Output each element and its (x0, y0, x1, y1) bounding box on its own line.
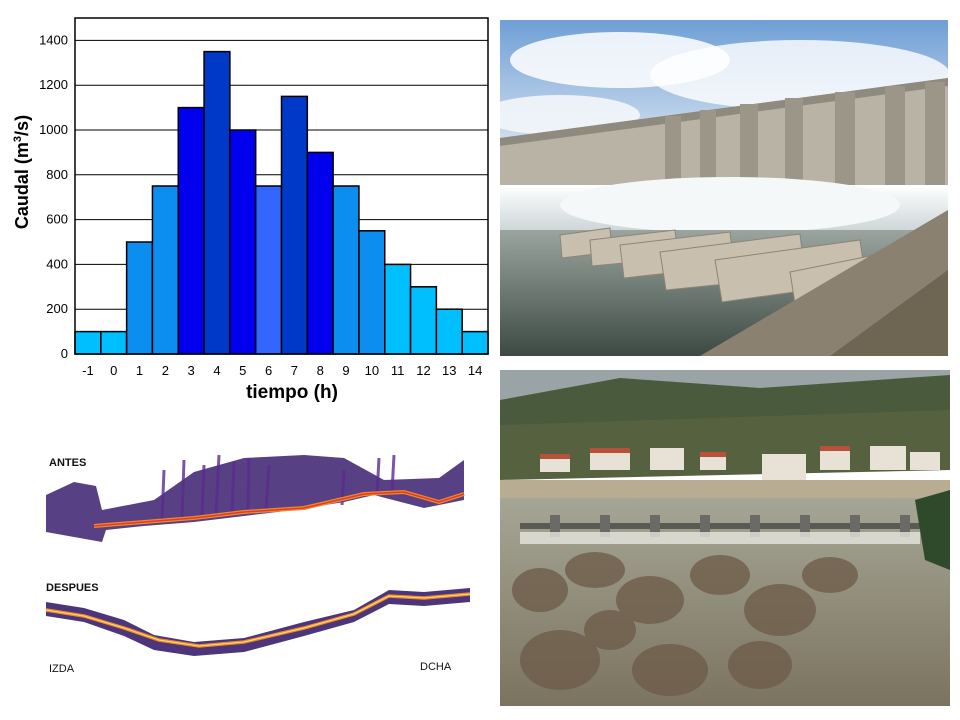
x-tick-label: 1 (136, 363, 143, 378)
x-axis-title: tiempo (h) (246, 382, 338, 403)
after-label: DESPUES (46, 582, 99, 594)
bar-11 (384, 263, 412, 355)
y-tick-label: 200 (46, 301, 68, 316)
plot-frame (74, 17, 489, 355)
bar-14 (461, 330, 489, 355)
bar-3 (177, 106, 205, 355)
y-axis-title-main: Caudal (m (12, 142, 32, 229)
x-tick-label: 10 (365, 363, 379, 378)
x-tick-label: 11 (391, 363, 405, 378)
x-tick-label: 14 (468, 363, 482, 378)
y-tick-label: 1200 (39, 77, 68, 92)
y-axis-title-end: /s) (12, 115, 32, 136)
x-axis-ticks: -1 0 1 2 3 4 5 6 7 8 9 10 11 12 13 14 (82, 363, 482, 378)
bar-5 (229, 129, 257, 355)
flooded-river-town-photo (500, 370, 950, 706)
y-tick-label: 800 (46, 167, 68, 182)
x-tick-label: 0 (110, 363, 117, 378)
right-bank-label: DCHA (420, 661, 452, 673)
bar-6 (254, 185, 283, 355)
y-tick-label: 400 (46, 256, 68, 271)
bar-4 (203, 50, 231, 355)
x-tick-label: -1 (82, 363, 94, 378)
bar-12 (409, 286, 438, 355)
y-tick-label: 0 (61, 346, 68, 361)
bar-2 (151, 185, 179, 355)
y-tick-label: 1400 (39, 32, 68, 47)
y-tick-label: 600 (46, 212, 68, 227)
x-tick-label: 4 (213, 363, 220, 378)
x-tick-label: 2 (162, 363, 169, 378)
bar-13 (435, 308, 463, 355)
x-tick-label: 3 (188, 363, 195, 378)
y-axis-ticks: 0 200 400 600 800 1000 1200 1400 (39, 32, 68, 361)
y-tick-label: 1000 (39, 122, 68, 137)
x-tick-label: 7 (291, 363, 298, 378)
x-tick-label: 8 (317, 363, 324, 378)
dam-spillway-photo (500, 20, 948, 356)
bar-7 (280, 95, 309, 355)
bar--1 (74, 330, 102, 355)
echogram-before (44, 450, 468, 550)
x-tick-label: 13 (442, 363, 456, 378)
x-tick-label: 9 (342, 363, 349, 378)
left-bank-label: IZDA (49, 663, 75, 675)
x-tick-label: 12 (416, 363, 430, 378)
y-axis-title-sup: 3 (12, 136, 24, 142)
bar-8 (306, 151, 334, 355)
before-label: ANTES (49, 457, 87, 469)
x-tick-label: 5 (239, 363, 246, 378)
bar-1 (125, 241, 154, 355)
bar-9 (332, 185, 360, 355)
echogram-after (44, 580, 472, 660)
x-tick-label: 6 (265, 363, 272, 378)
y-axis-title: Caudal (m3/s) (12, 115, 32, 229)
chart-bars (74, 50, 489, 355)
bar-0 (100, 330, 128, 355)
bar-10 (358, 230, 386, 355)
